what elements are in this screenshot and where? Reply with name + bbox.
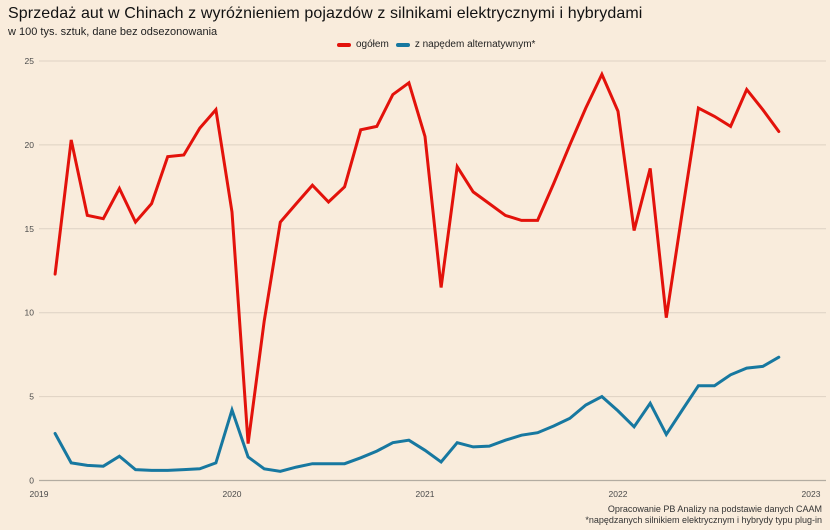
alternative-drive-line <box>53 355 781 473</box>
footnote-line: *napędzanych silnikiem elektrycznym i hy… <box>585 515 822 526</box>
x-axis-tick-label-2023: 2023 <box>802 489 821 499</box>
legend-label-alternative: z napędem alternatywnym* <box>414 39 536 50</box>
alternative-series-swatch-icon <box>395 42 410 47</box>
y-axis-tick-label: 10 <box>25 308 35 318</box>
x-axis-tick-label-2022: 2022 <box>609 489 628 499</box>
x-axis-tick-label-2020: 2020 <box>223 489 242 499</box>
chart-legend: ogółem z napędem alternatywnym* <box>337 39 535 50</box>
y-axis-tick-label: 15 <box>25 224 35 234</box>
y-axis-tick-label: 25 <box>25 56 35 66</box>
legend-item-alternative: z napędem alternatywnym* <box>395 39 536 50</box>
legend-item-total: ogółem <box>337 39 389 50</box>
source-line: Opracowanie PB Analizy na podstawie dany… <box>607 503 822 514</box>
chart-title: Sprzedaż aut w Chinach z wyróżnieniem po… <box>8 5 643 22</box>
y-axis-tick-label: 20 <box>25 140 35 150</box>
chart-subtitle: w 100 tys. sztuk, dane bez odsezonowania <box>8 26 218 38</box>
y-axis-tick-label: 0 <box>29 476 34 486</box>
x-axis-tick-label-2019: 2019 <box>30 489 49 499</box>
legend-label-total: ogółem <box>356 39 389 50</box>
total-series-swatch-icon <box>337 42 351 47</box>
x-axis-tick-label-2021: 2021 <box>416 489 435 499</box>
source-note: Opracowanie PB Analizy na podstawie dany… <box>585 504 822 527</box>
total-sales-line <box>53 70 781 444</box>
y-axis-tick-label: 5 <box>29 392 34 402</box>
